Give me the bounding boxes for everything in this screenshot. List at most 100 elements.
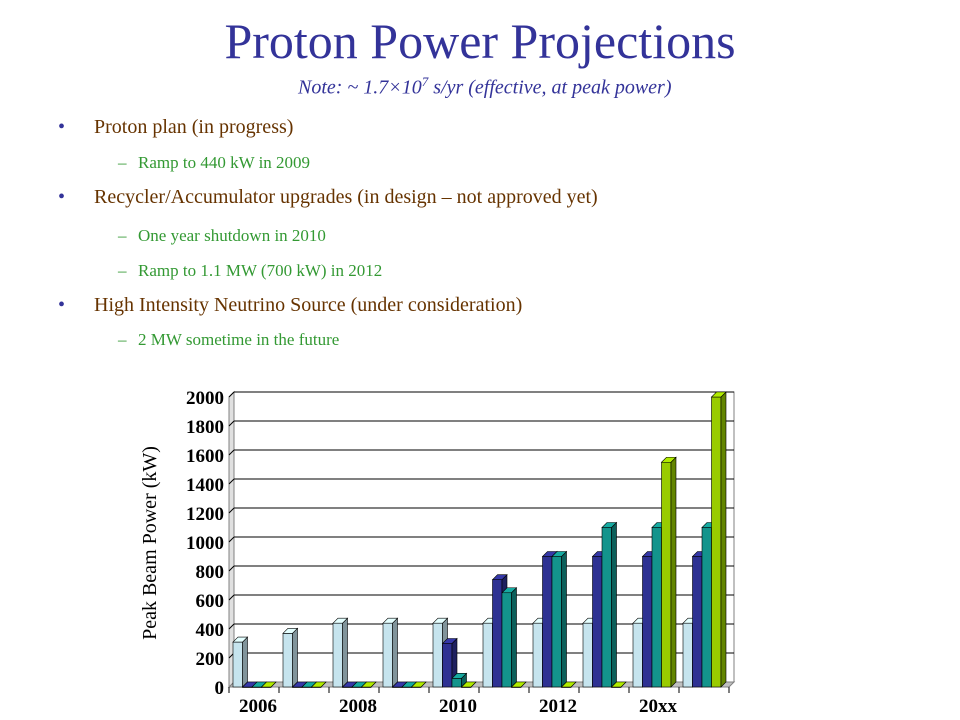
bar-front: [651, 527, 662, 688]
bar-top: [282, 628, 299, 634]
sub-bullet-text: 2 MW sometime in the future: [138, 330, 340, 349]
bar-front: [642, 556, 653, 688]
bullet-glyph: •: [58, 116, 66, 138]
y-tick-label: 1600: [186, 446, 224, 467]
note-text: Note: ~ 1.7×107 s/yr (effective, at peak…: [298, 74, 672, 100]
bar-front: [582, 622, 593, 688]
y-tick-label: 1400: [186, 475, 224, 496]
gridline-side: [228, 449, 235, 456]
bar-top: [410, 681, 427, 688]
bar: [601, 521, 618, 688]
bar: [710, 391, 727, 688]
bar-top: [232, 636, 249, 643]
bar-top: [360, 681, 377, 688]
bar-side: [392, 617, 398, 688]
bar-front: [532, 622, 543, 688]
bar-front: [682, 622, 693, 688]
bar-side: [611, 521, 617, 688]
bar-front: [282, 633, 293, 688]
bar: [551, 550, 568, 688]
sub-bullet-text: Ramp to 440 kW in 2009: [138, 153, 311, 172]
bullet-glyph: •: [58, 294, 66, 316]
bar-front: [601, 527, 612, 688]
bar-side: [292, 627, 298, 688]
gridline-side: [228, 594, 235, 601]
gridline-side: [228, 420, 235, 427]
bar-top: [451, 672, 468, 679]
bullet-item: • Proton plan (in progress): [58, 116, 293, 139]
bar-top: [551, 551, 568, 557]
note-suffix: s/yr (effective, at peak power): [428, 76, 672, 99]
bar-front: [332, 622, 343, 688]
note-exponent: 7: [421, 74, 429, 89]
bar-top: [310, 681, 327, 688]
bar: [232, 636, 249, 688]
bar: [332, 617, 349, 688]
note-prefix: Note: ~ 1.7×10: [298, 76, 422, 99]
sub-bullet-item: – Ramp to 1.1 MW (700 kW) in 2012: [118, 261, 382, 281]
bar: [610, 681, 627, 688]
bar-front: [692, 556, 703, 688]
bar-side: [720, 391, 727, 688]
bar-side: [242, 636, 248, 688]
gridline-side: [228, 536, 235, 543]
bar: [560, 681, 577, 688]
gridline-side: [228, 507, 235, 514]
y-tick-label: 600: [196, 591, 225, 612]
sub-bullet-text: One year shutdown in 2010: [138, 226, 326, 245]
bar-top: [432, 617, 449, 624]
bullet-item: • Recycler/Accumulator upgrades (in desig…: [58, 186, 598, 209]
bar: [510, 681, 527, 688]
bar: [410, 681, 427, 688]
y-tick-label: 1200: [186, 504, 224, 525]
gridline-side: [228, 565, 235, 572]
bullet-text: High Intensity Neutrino Source (under co…: [94, 294, 523, 316]
x-tick-label: 2012: [539, 696, 577, 717]
bullet-item: • High Intensity Neutrino Source (under c…: [58, 294, 522, 317]
dash-glyph: –: [118, 330, 127, 349]
y-tick-label: 800: [196, 562, 225, 583]
x-tick-label: 2006: [239, 696, 277, 717]
bar: [451, 672, 468, 688]
slide-title: Proton Power Projections: [224, 13, 736, 69]
dash-glyph: –: [118, 261, 127, 280]
y-tick-label: 400: [196, 620, 225, 641]
bar-front: [482, 622, 493, 688]
bullet-text: Proton plan (in progress): [94, 116, 294, 138]
y-tick-label: 2000: [186, 388, 224, 409]
sub-bullet-item: – Ramp to 440 kW in 2009: [118, 153, 310, 173]
bullet-text: Recycler/Accumulator upgrades (in design…: [94, 186, 598, 208]
y-tick-label: 1800: [186, 417, 224, 438]
bar-top: [560, 681, 577, 688]
bar-front: [442, 643, 453, 688]
bar-front: [232, 641, 243, 688]
bar-top: [660, 456, 677, 463]
bar-top: [601, 522, 618, 528]
bar-front: [592, 556, 603, 688]
bar-side: [342, 617, 348, 688]
bar-front: [382, 622, 393, 688]
gridline-side: [228, 478, 235, 485]
bar-front: [492, 579, 503, 688]
y-tick-label: 200: [196, 649, 225, 670]
bar: [360, 681, 377, 688]
y-axis-label: Peak Beam Power (kW): [139, 446, 161, 640]
dash-glyph: –: [118, 226, 127, 245]
gridline-side: [228, 391, 235, 398]
bar-top: [332, 617, 349, 624]
sub-bullet-item: – One year shutdown in 2010: [118, 226, 326, 246]
bar-front: [551, 556, 562, 688]
bar: [310, 681, 327, 688]
bar-top: [510, 681, 527, 688]
bar-front: [661, 461, 672, 688]
x-tick-label: 2008: [339, 696, 377, 717]
bar: [501, 587, 518, 688]
bar-front: [451, 677, 462, 688]
bar-side: [511, 587, 517, 688]
bar-top: [460, 681, 477, 688]
bar-front: [542, 556, 553, 688]
bar-top: [491, 574, 508, 581]
bullet-glyph: •: [58, 186, 66, 208]
